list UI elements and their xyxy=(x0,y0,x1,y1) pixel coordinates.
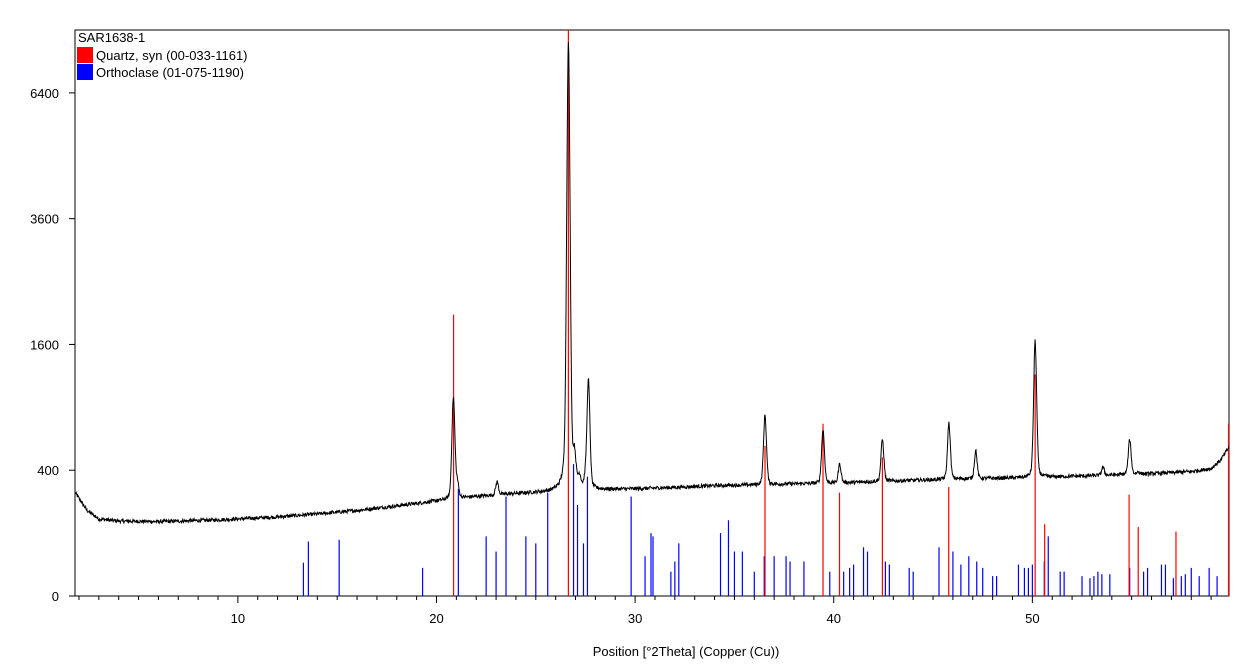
y-tick-label: 6400 xyxy=(30,86,59,101)
x-axis-title: Position [°2Theta] (Copper (Cu)) xyxy=(593,644,780,659)
measured-scan-line xyxy=(74,42,1230,525)
y-tick-label: 0 xyxy=(52,589,59,604)
y-tick-label: 400 xyxy=(37,463,59,478)
reference-lines-layer xyxy=(302,30,1230,596)
x-tick-label: 40 xyxy=(827,611,841,626)
plot-area xyxy=(74,29,1230,597)
x-tick-label: 20 xyxy=(429,611,443,626)
legend: SAR1638-1 Quartz, syn (00-033-1161) Orth… xyxy=(77,30,248,80)
legend-label-orthoclase: Orthoclase (01-075-1190) xyxy=(96,65,244,80)
axis-ticks-layer: 10 20 30 40 50 0 400 1600 3600 6400 xyxy=(30,86,1212,626)
x-tick-label: 10 xyxy=(231,611,245,626)
x-tick-label: 50 xyxy=(1025,611,1039,626)
legend-title: SAR1638-1 xyxy=(78,30,145,45)
y-tick-label: 1600 xyxy=(30,337,59,352)
legend-swatch-quartz xyxy=(77,47,93,63)
legend-swatch-orthoclase xyxy=(77,64,93,80)
x-tick-label: 30 xyxy=(628,611,642,626)
y-tick-label: 3600 xyxy=(30,212,59,227)
legend-label-quartz: Quartz, syn (00-033-1161) xyxy=(96,48,248,63)
